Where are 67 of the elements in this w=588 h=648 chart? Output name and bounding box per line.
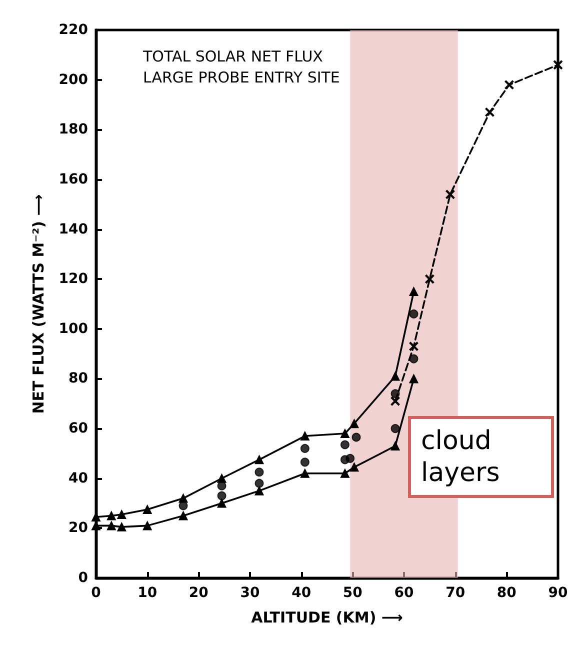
point	[300, 458, 310, 467]
point	[425, 274, 434, 284]
point	[142, 521, 152, 530]
y-tick-label: 60	[68, 420, 88, 437]
point	[340, 440, 350, 450]
band-label: cloud layers	[421, 426, 500, 488]
x-tick-label: 60	[394, 585, 414, 601]
point	[390, 389, 400, 398]
point	[409, 287, 418, 296]
x-tick-label: 40	[292, 585, 312, 601]
point	[409, 342, 418, 351]
x-tick-label: 20	[188, 585, 209, 601]
point	[340, 468, 350, 478]
point	[350, 419, 359, 428]
y-tick-label: 200	[58, 72, 88, 88]
point	[117, 522, 126, 532]
point	[300, 468, 310, 478]
x-axis-title: ALTITUDE (KM) ⟶	[251, 608, 403, 626]
point	[409, 309, 418, 318]
point	[390, 372, 400, 381]
point	[106, 521, 116, 530]
point	[446, 190, 455, 199]
y-tick-label: 0	[78, 570, 88, 586]
point	[117, 510, 126, 519]
x-tick-label: 0	[91, 585, 102, 601]
point	[300, 432, 310, 441]
x-tick-label: 30	[240, 585, 260, 601]
point	[254, 455, 264, 464]
x-tick-label: 70	[446, 585, 466, 601]
point	[178, 511, 188, 520]
text: LARGE PROBE ENTRY SITE	[143, 68, 340, 86]
point	[254, 478, 264, 488]
y-tick-label: 120	[58, 271, 88, 288]
point	[485, 108, 494, 117]
point	[300, 444, 310, 453]
point	[254, 468, 264, 477]
point	[390, 396, 400, 406]
y-tick-label: 100	[58, 320, 88, 337]
y-tick-label: 80	[68, 370, 88, 387]
point	[178, 494, 188, 503]
x-tick-label: 90	[548, 585, 568, 601]
point	[346, 454, 355, 463]
y-tick-label: 180	[58, 122, 88, 138]
point	[217, 498, 226, 508]
y-tick-label: 40	[68, 470, 88, 486]
y-tick-label: 220	[58, 22, 88, 38]
point	[409, 374, 418, 384]
text: TOTAL SOLAR NET FLUX	[142, 48, 323, 66]
y-tick-label: 20	[68, 520, 88, 536]
point	[340, 429, 350, 438]
y-tick-label: 160	[58, 171, 88, 188]
point	[352, 432, 361, 442]
point	[390, 424, 400, 434]
point	[217, 491, 226, 500]
point	[254, 486, 264, 496]
x-tick-label: 80	[496, 585, 517, 601]
point	[409, 354, 418, 364]
point	[106, 511, 116, 520]
x-tick-label: 50	[342, 585, 363, 601]
y-tick-label: 140	[58, 221, 88, 238]
point	[504, 80, 514, 90]
point	[554, 60, 562, 70]
point	[390, 441, 400, 450]
x-tick-label: 10	[138, 585, 158, 601]
point	[142, 505, 152, 514]
point	[350, 462, 359, 472]
y-axis-title: NET FLUX (WATTS M⁻²) ⟶	[30, 194, 48, 414]
